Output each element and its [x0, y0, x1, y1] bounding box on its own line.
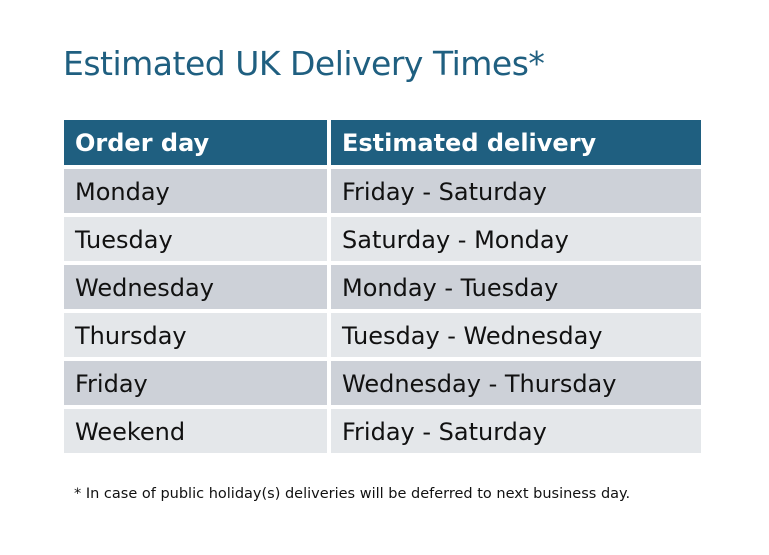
- order-day-cell: Thursday: [64, 313, 327, 357]
- order-day-cell: Friday: [64, 361, 327, 405]
- delivery-cell: Friday - Saturday: [331, 409, 701, 453]
- order-day-cell: Wednesday: [64, 265, 327, 309]
- table-row: Thursday Tuesday - Wednesday: [64, 313, 701, 357]
- delivery-cell: Monday - Tuesday: [331, 265, 701, 309]
- order-day-cell: Tuesday: [64, 217, 327, 261]
- delivery-cell: Tuesday - Wednesday: [331, 313, 701, 357]
- delivery-cell: Wednesday - Thursday: [331, 361, 701, 405]
- delivery-table: Order day Estimated delivery Monday Frid…: [64, 120, 701, 457]
- footnote: * In case of public holiday(s) deliverie…: [74, 486, 631, 502]
- table-row: Wednesday Monday - Tuesday: [64, 265, 701, 309]
- header-estimated-delivery: Estimated delivery: [331, 120, 701, 165]
- table-header: Order day Estimated delivery: [64, 120, 701, 165]
- delivery-cell: Friday - Saturday: [331, 169, 701, 213]
- order-day-cell: Monday: [64, 169, 327, 213]
- delivery-cell: Saturday - Monday: [331, 217, 701, 261]
- order-day-cell: Weekend: [64, 409, 327, 453]
- page-title: Estimated UK Delivery Times*: [63, 44, 545, 83]
- table-row: Friday Wednesday - Thursday: [64, 361, 701, 405]
- header-order-day: Order day: [64, 120, 327, 165]
- table-row: Tuesday Saturday - Monday: [64, 217, 701, 261]
- table-row: Monday Friday - Saturday: [64, 169, 701, 213]
- table-row: Weekend Friday - Saturday: [64, 409, 701, 453]
